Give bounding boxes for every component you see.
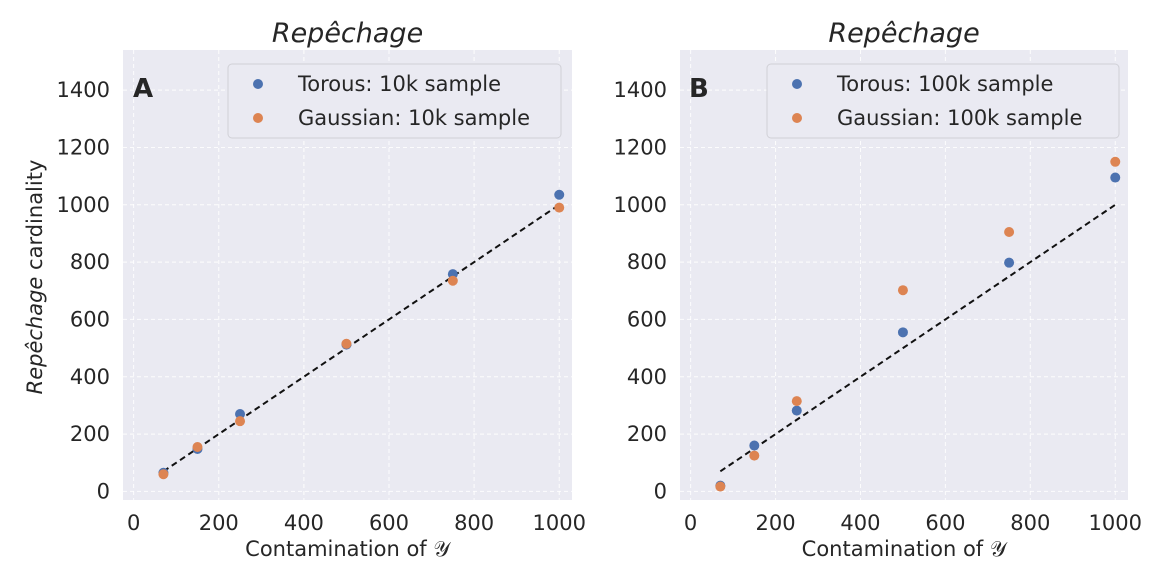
x-tick-label: 200 — [199, 511, 239, 535]
legend-frame — [766, 63, 1120, 139]
x-tick-label: 600 — [925, 511, 965, 535]
legend-label: Gaussian: 10k sample — [298, 106, 530, 130]
x-tick-label: 1000 — [533, 511, 586, 535]
data-point-gaussian — [791, 396, 802, 407]
y-tick-label: 600 — [627, 307, 667, 331]
y-tick-label: 1200 — [614, 135, 667, 159]
data-point-torous — [235, 409, 246, 420]
legend-frame — [227, 63, 562, 139]
data-point-gaussian — [897, 285, 908, 296]
y-tick-label: 600 — [70, 307, 110, 331]
data-point-torous — [791, 405, 802, 416]
x-tick-label: 400 — [284, 511, 324, 535]
chart-title: Repêchage — [828, 18, 979, 49]
y-tick-label: 200 — [627, 422, 667, 446]
y-tick-label: 1000 — [614, 193, 667, 217]
x-tick-label: 800 — [1010, 511, 1050, 535]
chart-title: Repêchage — [272, 18, 423, 49]
y-tick-label: 400 — [627, 365, 667, 389]
panel-B: 0 200 400 600 800 1000 0 200 400 600 800 1000 1200 14… — [614, 18, 1142, 561]
legend-label: Torous: 10k sample — [297, 72, 501, 96]
data-point-gaussian — [1004, 227, 1015, 238]
legend-marker — [792, 79, 802, 89]
data-point-torous — [749, 440, 760, 451]
x-tick-label: 800 — [454, 511, 494, 535]
x-tick-label: 1000 — [1089, 511, 1142, 535]
x-tick-label: 600 — [369, 511, 409, 535]
x-axis-label: Contamination of 𝒴 — [802, 537, 1008, 561]
data-point-torous — [1004, 257, 1015, 268]
data-point-gaussian — [554, 202, 565, 213]
panel-A: 0 200 400 600 800 1000 0 200 400 600 800 1000 1200 14… — [23, 18, 586, 561]
x-tick-label: 400 — [840, 511, 880, 535]
x-tick-label: 0 — [127, 511, 140, 535]
y-tick-label: 800 — [627, 250, 667, 274]
x-tick-label: 200 — [755, 511, 795, 535]
legend-marker — [253, 113, 263, 123]
data-point-gaussian — [192, 441, 203, 452]
legend-marker — [253, 79, 263, 89]
data-point-gaussian — [1110, 156, 1121, 167]
data-point-torous — [554, 189, 565, 200]
y-tick-label: 1200 — [57, 135, 110, 159]
data-point-gaussian — [341, 338, 352, 349]
legend: Torous: 10k sample Gaussian: 10k sample — [227, 63, 562, 139]
data-point-gaussian — [235, 416, 246, 427]
y-tick-label: 1400 — [57, 78, 110, 102]
x-axis-label: Contamination of 𝒴 — [245, 537, 451, 561]
legend-marker — [792, 113, 802, 123]
data-point-gaussian — [447, 275, 458, 286]
data-point-gaussian — [715, 481, 726, 492]
y-tick-label: 0 — [97, 479, 110, 503]
y-tick-label: 0 — [654, 479, 667, 503]
data-point-gaussian — [158, 469, 169, 480]
panel-letter: A — [133, 74, 153, 104]
data-point-torous — [1110, 172, 1121, 183]
legend-label: Gaussian: 100k sample — [837, 106, 1082, 130]
y-tick-label: 200 — [70, 422, 110, 446]
legend: Torous: 100k sample Gaussian: 100k sample — [766, 63, 1120, 139]
data-point-gaussian — [749, 450, 760, 461]
x-tick-label: 0 — [684, 511, 697, 535]
y-tick-label: 1000 — [57, 193, 110, 217]
legend-label: Torous: 100k sample — [836, 72, 1053, 96]
y-axis-label: Repêchage cardinality — [23, 160, 47, 395]
y-tick-label: 800 — [70, 250, 110, 274]
panel-letter: B — [689, 74, 709, 104]
data-point-torous — [897, 327, 908, 338]
y-tick-label: 400 — [70, 365, 110, 389]
y-tick-label: 1400 — [614, 78, 667, 102]
